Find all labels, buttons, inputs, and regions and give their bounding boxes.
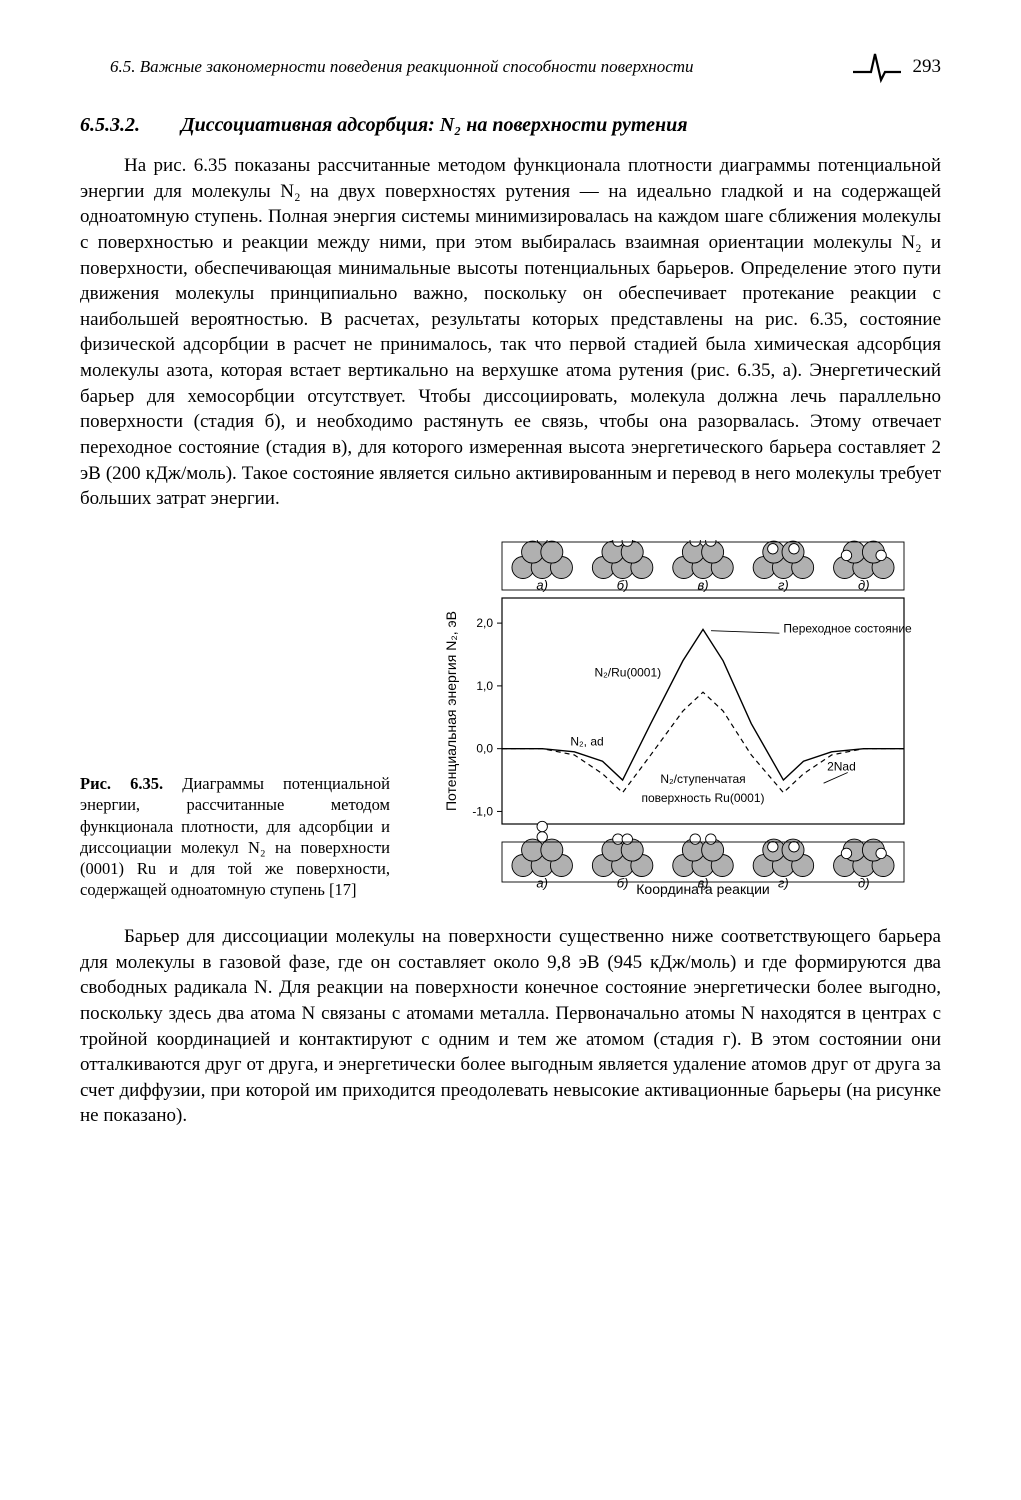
svg-text:1,0: 1,0 — [476, 679, 493, 693]
paragraph-1: На рис. 6.35 показаны рассчитанные метод… — [80, 153, 941, 512]
figure-caption-title: Рис. 6.35. — [80, 774, 163, 793]
section-number: 6.5.3.2. — [80, 112, 176, 139]
svg-text:д): д) — [858, 875, 870, 890]
svg-text:N₂/ступенчатая: N₂/ступенчатая — [660, 772, 745, 786]
svg-text:г): г) — [778, 875, 789, 890]
svg-text:-1,0: -1,0 — [472, 804, 493, 818]
svg-text:0,0: 0,0 — [476, 742, 493, 756]
running-title: 6.5. Важные закономерности поведения реа… — [80, 56, 841, 79]
svg-text:б): б) — [616, 875, 628, 890]
section-title: Диссоциативная адсорбция: N₂ на поверхно… — [181, 114, 688, 136]
energy-diagram-chart: -1,0 0,0 1,0 2,0 Потенциальная энергия N₂, э… — [438, 540, 918, 900]
svg-text:поверхность Ru(0001): поверхность Ru(0001) — [641, 791, 764, 805]
svg-text:N₂, ad: N₂, ad — [570, 734, 603, 748]
svg-text:а): а) — [536, 875, 548, 890]
figure-block: Рис. 6.35. Диаграммы потенциальной энерг… — [80, 540, 941, 900]
svg-text:в): в) — [697, 875, 708, 890]
section-heading: 6.5.3.2. Диссоциативная адсорбция: N₂ на… — [80, 112, 941, 139]
pulse-icon — [853, 50, 901, 84]
page-number: 293 — [913, 54, 942, 80]
running-head: 6.5. Важные закономерности поведения реа… — [80, 50, 941, 84]
figure-caption: Рис. 6.35. Диаграммы потенциальной энерг… — [80, 773, 390, 900]
figure-chart-wrap: -1,0 0,0 1,0 2,0 Потенциальная энергия N₂, э… — [414, 540, 941, 900]
paragraph-2: Барьер для диссоциации молекулы на повер… — [80, 924, 941, 1129]
svg-text:2Nad: 2Nad — [827, 760, 856, 774]
svg-text:2,0: 2,0 — [476, 616, 493, 630]
svg-text:Переходное состояние: Переходное состояние — [783, 621, 912, 635]
svg-text:N₂/Ru(0001): N₂/Ru(0001) — [594, 665, 661, 679]
svg-text:Потенциальная энергия N₂, эВ: Потенциальная энергия N₂, эВ — [443, 611, 459, 811]
